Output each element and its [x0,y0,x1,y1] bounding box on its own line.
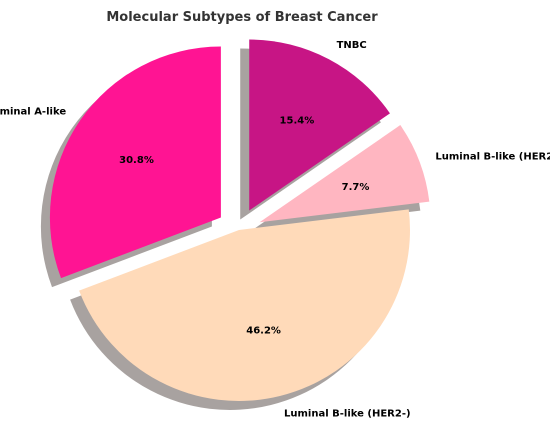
slice-luminal-a-like [49,46,221,279]
slice-label-luminal-b-like-her2: Luminal B-like (HER2+) [435,152,550,163]
slice-percent-luminal-a-like: 30.8% [119,155,154,166]
slice-label-tnbc: TNBC [337,40,367,51]
slice-luminal-b-like-her2 [259,125,430,223]
label-layer: Luminal A-like 30.8% Luminal B-like (HER2-… [0,40,550,420]
slice-luminal-b-like-her2 [79,209,410,401]
slice-label-luminal-b-like-her2: Luminal B-like (HER2-) [284,409,411,420]
slice-layer [49,39,430,401]
slice-percent-tnbc: 15.4% [280,116,315,127]
slice-percent-luminal-b-like-her2: 7.7% [342,182,370,193]
slice-label-luminal-a-like: Luminal A-like [0,107,66,118]
chart-title: Molecular Subtypes of Breast Cancer [106,10,378,25]
slice-percent-luminal-b-like-her2: 46.2% [246,326,281,337]
slice-tnbc [249,39,390,211]
